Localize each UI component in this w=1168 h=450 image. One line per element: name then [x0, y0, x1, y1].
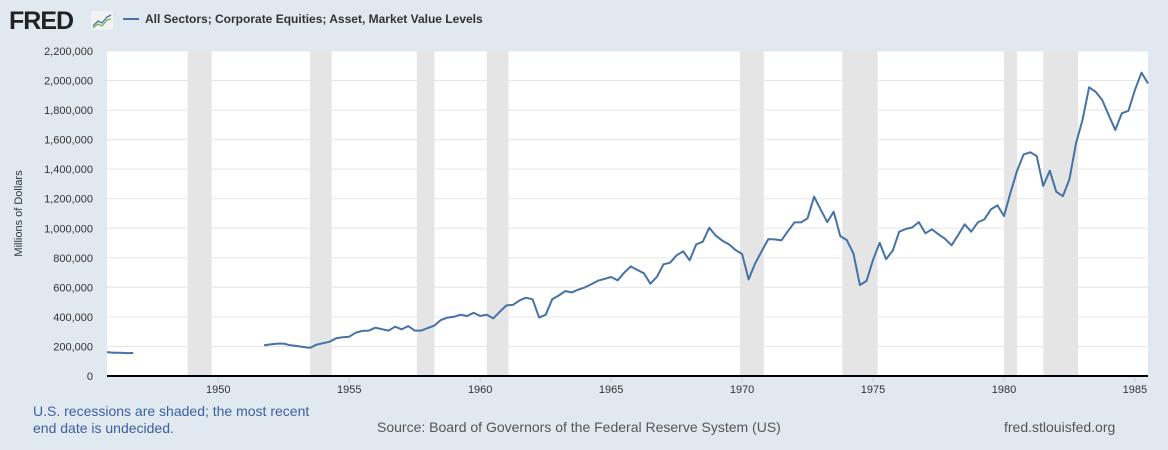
y-tick-label: 1,600,000 [44, 135, 93, 147]
legend-line-swatch [123, 18, 139, 20]
chart-legend: All Sectors; Corporate Equities; Asset, … [123, 12, 483, 26]
y-tick-label: 2,200,000 [44, 46, 93, 58]
series-line [263, 71, 1149, 349]
logo-graph-icon [91, 11, 113, 30]
y-tick-label: 2,000,000 [44, 76, 93, 88]
x-tick-label: 1965 [599, 384, 623, 396]
y-tick-label: 600,000 [53, 282, 93, 294]
y-tick-label: 1,000,000 [44, 223, 93, 235]
plot-area [107, 51, 1148, 376]
x-tick-label: 1985 [1123, 384, 1147, 396]
x-tick-label: 1980 [992, 384, 1016, 396]
x-tick-label: 1950 [206, 384, 230, 396]
site-link[interactable]: fred.stlouisfed.org [1004, 419, 1116, 435]
recession-note: U.S. recessions are shaded; the most rec… [33, 403, 309, 437]
series-line [106, 351, 134, 355]
recession-shade [486, 51, 509, 376]
recession-shade [1003, 51, 1018, 376]
recession-note-line2: end date is undecided. [33, 420, 174, 436]
y-tick-label: 200,000 [53, 341, 93, 353]
recession-shade [309, 51, 332, 376]
logo-text: FRED [9, 7, 74, 35]
y-axis-label: Millions of Dollars [13, 170, 25, 257]
fred-logo[interactable]: FRED [9, 7, 74, 36]
recession-shade [1043, 51, 1079, 376]
y-tick-label: 400,000 [53, 312, 93, 324]
y-tick-label: 0 [87, 371, 93, 383]
source-note: Source: Board of Governors of the Federa… [377, 419, 781, 435]
x-tick-label: 1970 [730, 384, 754, 396]
series-title[interactable]: All Sectors; Corporate Equities; Asset, … [145, 12, 483, 26]
y-tick-label: 1,800,000 [44, 105, 93, 117]
x-tick-label: 1955 [337, 384, 361, 396]
recession-shade [842, 51, 878, 376]
recession-note-line1: U.S. recessions are shaded; the most rec… [33, 403, 310, 419]
x-tick-label: 1975 [861, 384, 885, 396]
recession-shade [739, 51, 764, 376]
x-tick-label: 1960 [468, 384, 492, 396]
y-tick-label: 800,000 [53, 253, 93, 265]
recession-shade [416, 51, 435, 376]
y-tick-label: 1,200,000 [44, 194, 93, 206]
y-tick-label: 1,400,000 [44, 164, 93, 176]
recession-shade [187, 51, 212, 376]
